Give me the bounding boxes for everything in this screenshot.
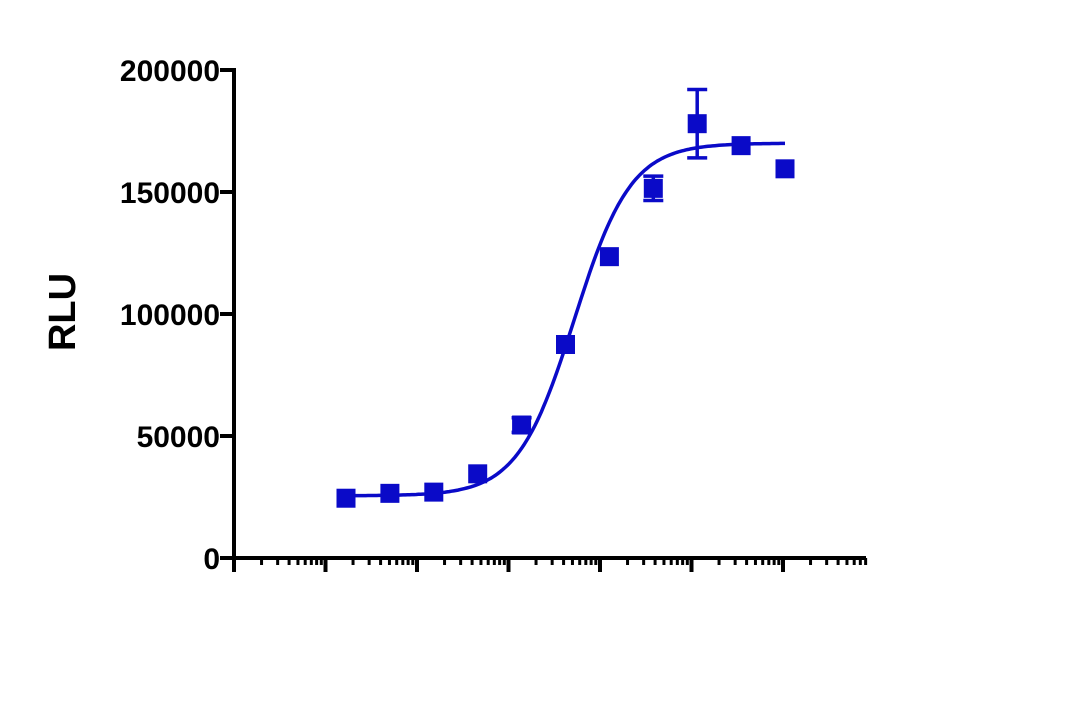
data-point (424, 482, 444, 502)
fit-curve (346, 141, 785, 498)
data-point (731, 136, 751, 156)
data-point (775, 159, 795, 179)
y-tick-label: 100000 (120, 299, 220, 332)
data-point (556, 335, 575, 354)
data-point (599, 247, 619, 267)
data-point (687, 114, 707, 134)
fit-curve-layer (346, 141, 785, 498)
axes: 0 50000 100000 150000 200000 (120, 55, 868, 576)
y-tick-label: 150000 (120, 177, 220, 210)
y-axis-label: RLU (42, 273, 84, 351)
data-point (380, 483, 400, 503)
data-point (643, 178, 663, 198)
y-tick-label: 50000 (137, 421, 220, 454)
y-tick-label: 0 (203, 543, 220, 576)
data-point (336, 488, 356, 508)
data-points-layer (336, 114, 795, 508)
data-point (468, 464, 488, 484)
y-tick-label: 200000 (120, 55, 220, 88)
data-point (512, 415, 532, 435)
